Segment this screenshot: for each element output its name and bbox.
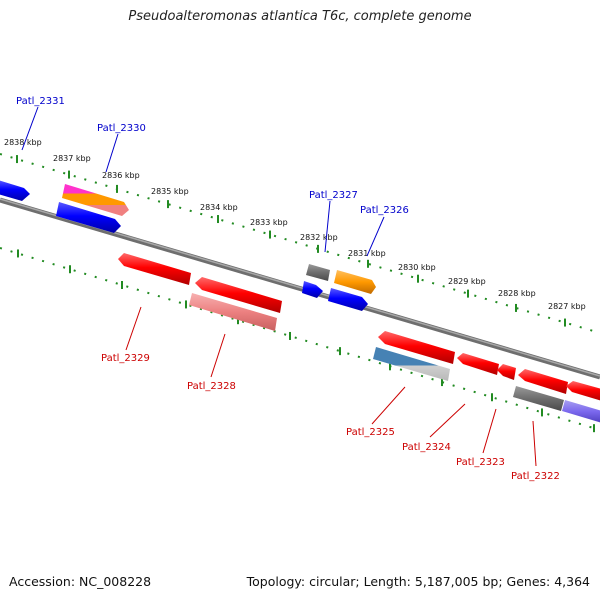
gene-patl-2328-upper[interactable] xyxy=(195,277,282,313)
leader-patl-2325 xyxy=(371,386,406,425)
leader-patl-2329 xyxy=(125,306,142,351)
outer-ruler-line xyxy=(0,153,600,334)
kbp-label: 2834 kbp xyxy=(200,203,238,212)
kbp-label: 2835 kbp xyxy=(151,187,189,196)
gene-violet[interactable] xyxy=(562,400,600,423)
kbp-label: 2831 kbp xyxy=(348,249,386,258)
label-patl-2323: Patl_2323 xyxy=(456,457,505,468)
gene-patl-2328[interactable] xyxy=(189,293,277,331)
leader-patl-2322 xyxy=(532,420,537,467)
label-patl-2325: Patl_2325 xyxy=(346,427,395,438)
genome-summary-text: Topology: circular; Length: 5,187,005 bp… xyxy=(246,574,590,589)
gene-patl-2322-gray[interactable] xyxy=(513,386,564,411)
kbp-label: 2828 kbp xyxy=(498,289,536,298)
genome-backbone xyxy=(0,197,600,380)
gene-patl-2326-orange[interactable] xyxy=(334,270,376,294)
leader-patl-2331 xyxy=(21,106,39,151)
gene-patl-2325-upper[interactable] xyxy=(378,331,455,364)
kbp-label: 2829 kbp xyxy=(448,277,486,286)
label-patl-2324: Patl_2324 xyxy=(402,442,451,453)
kbp-labels: 2838 kbp 2837 kbp 2836 kbp 2835 kbp 2834 kbp… xyxy=(4,138,586,311)
gene-gray-forward[interactable] xyxy=(306,264,330,281)
leader-patl-2327 xyxy=(324,200,331,253)
label-patl-2326: Patl_2326 xyxy=(360,205,409,216)
kbp-label: 2838 kbp xyxy=(4,138,42,147)
label-patl-2331: Patl_2331 xyxy=(16,96,65,107)
gene-patl-2325[interactable] xyxy=(373,347,450,381)
gene-red-edge[interactable] xyxy=(566,381,600,401)
kbp-label: 2833 kbp xyxy=(250,218,288,227)
leader-patl-2324 xyxy=(429,403,466,438)
gene-patl-2323[interactable] xyxy=(497,364,516,380)
label-patl-2330: Patl_2330 xyxy=(97,123,146,134)
gene-patl-2330-stripe[interactable] xyxy=(62,184,129,216)
gene-patl-2322-upper[interactable] xyxy=(518,369,568,394)
kbp-label: 2827 kbp xyxy=(548,302,586,311)
label-patl-2329: Patl_2329 xyxy=(101,353,150,364)
leader-patl-2328 xyxy=(210,333,226,378)
label-patl-2322: Patl_2322 xyxy=(511,471,560,482)
map-title: Pseudoalteromonas atlantica T6c, complet… xyxy=(128,9,472,24)
gene-patl-2327[interactable] xyxy=(302,281,323,298)
leader-patl-2323 xyxy=(482,408,497,454)
gene-patl-2331[interactable] xyxy=(0,180,30,201)
kbp-label: 2830 kbp xyxy=(398,263,436,272)
label-patl-2328: Patl_2328 xyxy=(187,381,236,392)
label-patl-2327: Patl_2327 xyxy=(309,190,358,201)
gene-patl-2329[interactable] xyxy=(118,253,191,285)
accession-text: Accession: NC_008228 xyxy=(9,574,152,589)
leader-patl-2326 xyxy=(366,216,385,257)
gene-patl-2324[interactable] xyxy=(457,353,499,375)
gene-patl-2330[interactable] xyxy=(56,202,121,233)
kbp-label: 2837 kbp xyxy=(53,154,91,163)
kbp-label: 2836 kbp xyxy=(102,171,140,180)
leader-patl-2330 xyxy=(105,133,119,173)
gene-patl-2326[interactable] xyxy=(328,288,368,311)
inner-ruler-line xyxy=(0,247,600,431)
kbp-label: 2832 kbp xyxy=(300,233,338,242)
